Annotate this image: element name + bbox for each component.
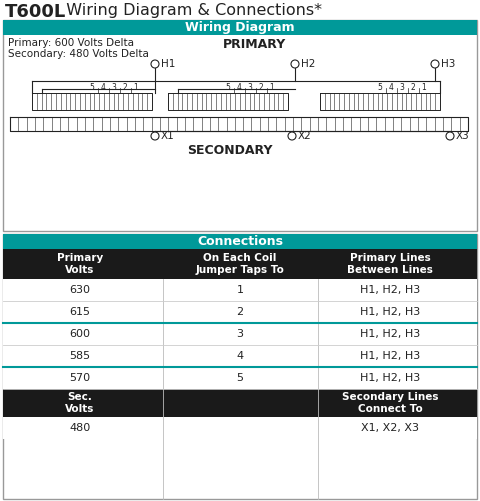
Bar <box>3 367 477 389</box>
Text: Primary Lines
Between Lines: Primary Lines Between Lines <box>347 253 433 275</box>
Text: Primary
Volts: Primary Volts <box>57 253 103 275</box>
Text: H1, H2, H3: H1, H2, H3 <box>360 351 420 361</box>
Bar <box>3 301 477 323</box>
Text: 3: 3 <box>248 83 252 92</box>
Text: 4: 4 <box>101 83 106 92</box>
Text: 630: 630 <box>70 285 91 295</box>
Text: H1, H2, H3: H1, H2, H3 <box>360 285 420 295</box>
Bar <box>3 234 477 249</box>
Text: 585: 585 <box>70 351 91 361</box>
Bar <box>3 345 477 367</box>
Text: Primary: 600 Volts Delta: Primary: 600 Volts Delta <box>8 38 134 48</box>
Text: 5: 5 <box>90 83 95 92</box>
Circle shape <box>151 60 159 68</box>
Bar <box>3 389 477 417</box>
Text: 1: 1 <box>421 83 426 92</box>
Text: X3: X3 <box>456 131 470 141</box>
Text: H1, H2, H3: H1, H2, H3 <box>360 373 420 383</box>
Text: 5: 5 <box>237 373 243 383</box>
Text: SECONDARY: SECONDARY <box>187 144 273 157</box>
Circle shape <box>288 132 296 140</box>
Text: 2: 2 <box>237 307 243 317</box>
Text: 1: 1 <box>270 83 275 92</box>
Text: 1: 1 <box>133 83 138 92</box>
Circle shape <box>151 132 159 140</box>
Bar <box>3 417 477 439</box>
Text: H1: H1 <box>161 59 175 69</box>
Text: Wiring Diagram & Connections*: Wiring Diagram & Connections* <box>56 3 322 18</box>
Text: H1, H2, H3: H1, H2, H3 <box>360 329 420 339</box>
Text: 4: 4 <box>389 83 394 92</box>
Text: Sec.
Volts: Sec. Volts <box>65 392 95 414</box>
Circle shape <box>446 132 454 140</box>
Text: 480: 480 <box>70 423 91 433</box>
Text: PRIMARY: PRIMARY <box>223 38 287 51</box>
Text: H1, H2, H3: H1, H2, H3 <box>360 307 420 317</box>
Text: 3: 3 <box>111 83 117 92</box>
Text: 1: 1 <box>237 285 243 295</box>
Bar <box>3 20 477 231</box>
Text: 600: 600 <box>70 329 91 339</box>
Text: T600L: T600L <box>5 3 66 21</box>
Text: Connections: Connections <box>197 235 283 248</box>
Text: 4: 4 <box>237 351 243 361</box>
Bar <box>3 249 477 279</box>
Text: 3: 3 <box>237 329 243 339</box>
Text: H2: H2 <box>301 59 315 69</box>
Circle shape <box>431 60 439 68</box>
Circle shape <box>291 60 299 68</box>
Text: 2: 2 <box>410 83 415 92</box>
Text: On Each Coil
Jumper Taps To: On Each Coil Jumper Taps To <box>195 253 285 275</box>
Bar <box>3 20 477 35</box>
Text: 2: 2 <box>122 83 127 92</box>
Text: X1, X2, X3: X1, X2, X3 <box>361 423 419 433</box>
Text: Secondary: 480 Volts Delta: Secondary: 480 Volts Delta <box>8 49 149 59</box>
Text: 2: 2 <box>259 83 264 92</box>
Text: X1: X1 <box>161 131 175 141</box>
Text: 570: 570 <box>70 373 91 383</box>
Text: 3: 3 <box>399 83 405 92</box>
Bar <box>3 279 477 301</box>
Text: 5: 5 <box>226 83 230 92</box>
Bar <box>3 234 477 499</box>
Text: Wiring Diagram: Wiring Diagram <box>185 21 295 34</box>
Text: Secondary Lines
Connect To: Secondary Lines Connect To <box>342 392 438 414</box>
Text: 4: 4 <box>237 83 241 92</box>
Text: 615: 615 <box>70 307 91 317</box>
Text: H3: H3 <box>441 59 456 69</box>
Bar <box>3 323 477 345</box>
Text: X2: X2 <box>298 131 312 141</box>
Text: 5: 5 <box>378 83 383 92</box>
